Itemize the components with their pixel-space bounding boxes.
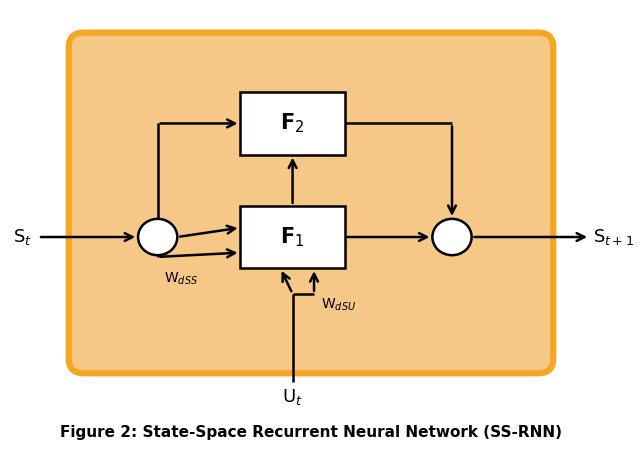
Circle shape <box>433 219 472 255</box>
Text: Figure 2: State-Space Recurrent Neural Network (SS-RNN): Figure 2: State-Space Recurrent Neural N… <box>60 425 562 441</box>
Text: F$_2$: F$_2$ <box>280 112 305 135</box>
Text: S$_{t+1}$: S$_{t+1}$ <box>593 227 634 247</box>
FancyBboxPatch shape <box>68 32 553 373</box>
Text: S$_t$: S$_t$ <box>13 227 32 247</box>
FancyBboxPatch shape <box>241 206 345 268</box>
FancyBboxPatch shape <box>241 92 345 154</box>
Circle shape <box>138 219 177 255</box>
Text: W$_{dSS}$: W$_{dSS}$ <box>164 271 198 287</box>
Text: U$_t$: U$_t$ <box>282 388 303 408</box>
Text: W$_{dSU}$: W$_{dSU}$ <box>321 297 356 313</box>
Text: F$_1$: F$_1$ <box>280 225 305 249</box>
